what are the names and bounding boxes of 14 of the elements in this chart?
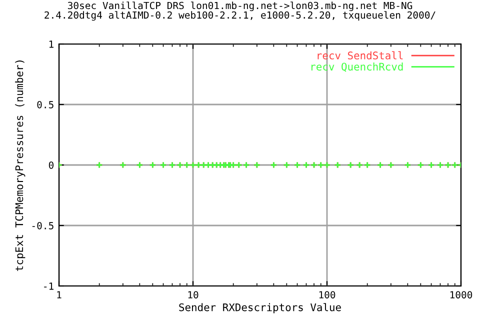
y-axis-title: tcpExt TCPMemoryPressures (number) (15, 60, 26, 271)
y-tick-label: -0.5 (32, 222, 54, 230)
x-tick-label: 100 (319, 291, 336, 298)
legend-label: recv SendStall (318, 51, 403, 60)
x-tick-label: 1000 (450, 291, 472, 298)
legend-label: recv QuenchRcvd (311, 62, 403, 72)
chart-title: 30sec VanillaTCP DRS lon01.mb-ng.net->lon03.mb-ng.net MB-NG 2.4.20dtg4 altAIMD-0.2 web100-2.2.1, e1000-5.2.20, txqueuelen 2000/ (44, 2, 436, 21)
y-tick-label: 0 (48, 162, 54, 169)
x-tick-label: 1 (57, 291, 62, 298)
y-tick-label: 1 (49, 40, 54, 48)
y-tick-label: -1 (44, 282, 54, 290)
x-tick-label: 10 (188, 291, 198, 298)
y-tick-label: 0.5 (37, 101, 54, 108)
x-axis-title: Sender RXDescriptors Value (179, 303, 341, 314)
